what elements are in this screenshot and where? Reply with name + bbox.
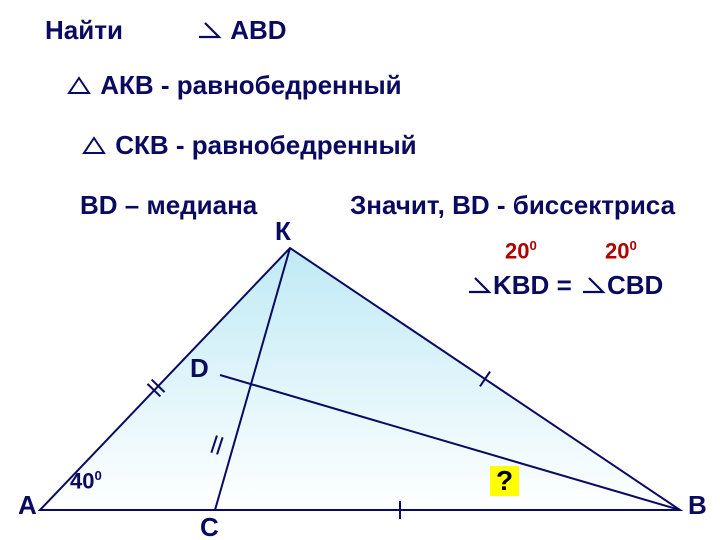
vertex-k: К: [275, 216, 291, 247]
vertex-c-text: С: [200, 512, 219, 540]
vertex-a-text: А: [18, 490, 37, 520]
diagram-stage: Найти АВD АКВ - равнобедренный СКВ - рав…: [0, 0, 720, 540]
question-text: ?: [496, 465, 513, 496]
vertex-a: А: [18, 490, 37, 521]
vertex-d: D: [190, 353, 209, 384]
vertex-b-text: В: [688, 490, 707, 520]
angle-40-sup: 0: [94, 468, 101, 483]
vertex-c: С: [200, 512, 219, 540]
triangle-akb: [40, 248, 680, 510]
angle-value-40: 400: [70, 468, 102, 494]
triangle-figure: [0, 0, 720, 540]
vertex-k-text: К: [275, 216, 291, 246]
question-mark: ?: [490, 466, 519, 496]
vertex-d-text: D: [190, 353, 209, 383]
vertex-b: В: [688, 490, 707, 521]
angle-40-text: 40: [70, 468, 94, 493]
